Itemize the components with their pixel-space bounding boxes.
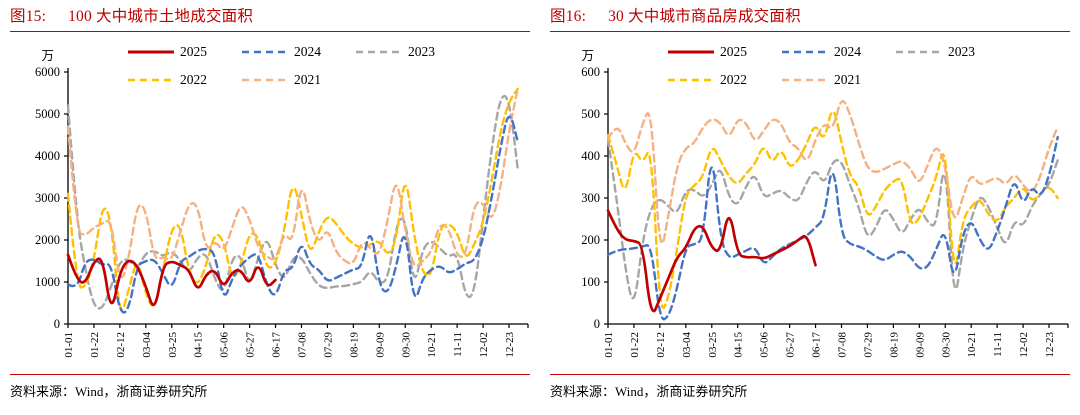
svg-text:12-02: 12-02 [478, 332, 490, 358]
svg-text:06-17: 06-17 [811, 332, 823, 358]
panel-figure-16: 图16: 30 大中城市商品房成交面积 0 100 200 300 400 500 600 万 0… [540, 0, 1080, 415]
source-rule-divider [10, 374, 530, 375]
title-rule-divider [550, 31, 1070, 32]
svg-text:10-21: 10-21 [426, 332, 438, 358]
svg-text:07-08: 07-08 [296, 332, 308, 358]
svg-text:2024: 2024 [294, 44, 321, 59]
svg-text:05-27: 05-27 [785, 332, 797, 358]
svg-text:06-17: 06-17 [271, 332, 283, 358]
svg-text:100: 100 [581, 275, 600, 289]
svg-text:2025: 2025 [720, 44, 747, 59]
svg-text:万: 万 [41, 49, 54, 63]
svg-text:09-09: 09-09 [374, 332, 386, 358]
svg-text:2024: 2024 [834, 44, 861, 59]
svg-text:08-19: 08-19 [888, 332, 900, 358]
svg-text:11-11: 11-11 [992, 332, 1004, 357]
figure-16-source: 资料来源：Wind，浙商证券研究所 [550, 384, 748, 399]
svg-text:01-01: 01-01 [63, 332, 75, 358]
svg-text:0: 0 [594, 317, 600, 331]
title-rule-divider [10, 31, 530, 32]
svg-text:12-02: 12-02 [1018, 332, 1030, 358]
land-area-chart-wrap: 0 1000 2000 3000 4000 5000 6000 万 01-01 01-22 02-1… [10, 32, 530, 372]
svg-text:03-04: 03-04 [141, 332, 153, 358]
svg-text:09-30: 09-30 [940, 332, 952, 358]
land-area-line-chart: 0 1000 2000 3000 4000 5000 6000 万 01-01 01-22 02-1… [35, 44, 529, 358]
svg-text:07-08: 07-08 [836, 332, 848, 358]
svg-text:04-15: 04-15 [193, 332, 205, 358]
svg-text:07-29: 07-29 [862, 332, 874, 358]
svg-text:05-06: 05-06 [759, 332, 771, 358]
svg-text:600: 600 [581, 65, 600, 79]
svg-text:2000: 2000 [35, 233, 60, 247]
svg-text:10-21: 10-21 [966, 332, 978, 358]
svg-text:2021: 2021 [834, 72, 861, 87]
svg-text:05-27: 05-27 [245, 332, 257, 358]
housing-area-chart-wrap: 0 100 200 300 400 500 600 万 01-01 01-22 02-12 03-04… [550, 32, 1070, 372]
svg-text:1000: 1000 [35, 275, 60, 289]
svg-text:09-30: 09-30 [400, 332, 412, 358]
svg-text:12-23: 12-23 [504, 332, 516, 358]
svg-text:万: 万 [581, 49, 594, 63]
svg-text:03-25: 03-25 [167, 332, 179, 358]
svg-text:300: 300 [581, 191, 600, 205]
figure-16-title: 图16: 30 大中城市商品房成交面积 [550, 6, 1070, 28]
svg-text:2021: 2021 [294, 72, 321, 87]
svg-text:03-25: 03-25 [707, 332, 719, 358]
svg-text:5000: 5000 [35, 107, 60, 121]
panel-figure-15: 图15: 100 大中城市土地成交面积 0 1000 2000 3000 4000 5000… [10, 6, 530, 399]
housing-area-line-chart: 0 100 200 300 400 500 600 万 01-01 01-22 02-12 03-04… [581, 44, 1069, 358]
svg-text:3000: 3000 [35, 191, 60, 205]
svg-text:11-11: 11-11 [452, 332, 464, 357]
svg-text:12-23: 12-23 [1044, 332, 1056, 358]
svg-text:200: 200 [581, 233, 600, 247]
svg-text:05-06: 05-06 [219, 332, 231, 358]
svg-text:2023: 2023 [948, 44, 975, 59]
svg-text:4000: 4000 [35, 149, 60, 163]
svg-text:01-22: 01-22 [89, 332, 101, 358]
svg-text:01-22: 01-22 [629, 332, 641, 358]
svg-text:07-29: 07-29 [322, 332, 334, 358]
figure-16-label: 图16: [550, 8, 587, 25]
svg-text:500: 500 [581, 107, 600, 121]
figure-15-label: 图15: [10, 8, 47, 25]
svg-text:6000: 6000 [35, 65, 60, 79]
svg-text:0: 0 [54, 317, 60, 331]
source-rule-divider [550, 374, 1070, 375]
svg-text:2022: 2022 [720, 72, 747, 87]
figure-15-title: 图15: 100 大中城市土地成交面积 [10, 6, 530, 28]
figure-15-source: 资料来源：Wind，浙商证券研究所 [10, 384, 208, 399]
svg-text:04-15: 04-15 [733, 332, 745, 358]
svg-text:01-01: 01-01 [603, 332, 615, 358]
svg-text:02-12: 02-12 [115, 332, 127, 358]
svg-text:02-12: 02-12 [655, 332, 667, 358]
svg-text:08-19: 08-19 [348, 332, 360, 358]
svg-text:2022: 2022 [180, 72, 207, 87]
figure-15-title-text: 100 大中城市土地成交面积 [68, 8, 254, 25]
svg-text:400: 400 [581, 149, 600, 163]
svg-text:2025: 2025 [180, 44, 207, 59]
svg-text:2023: 2023 [408, 44, 435, 59]
svg-text:09-09: 09-09 [914, 332, 926, 358]
svg-text:03-04: 03-04 [681, 332, 693, 358]
figure-16-title-text: 30 大中城市商品房成交面积 [608, 8, 801, 25]
